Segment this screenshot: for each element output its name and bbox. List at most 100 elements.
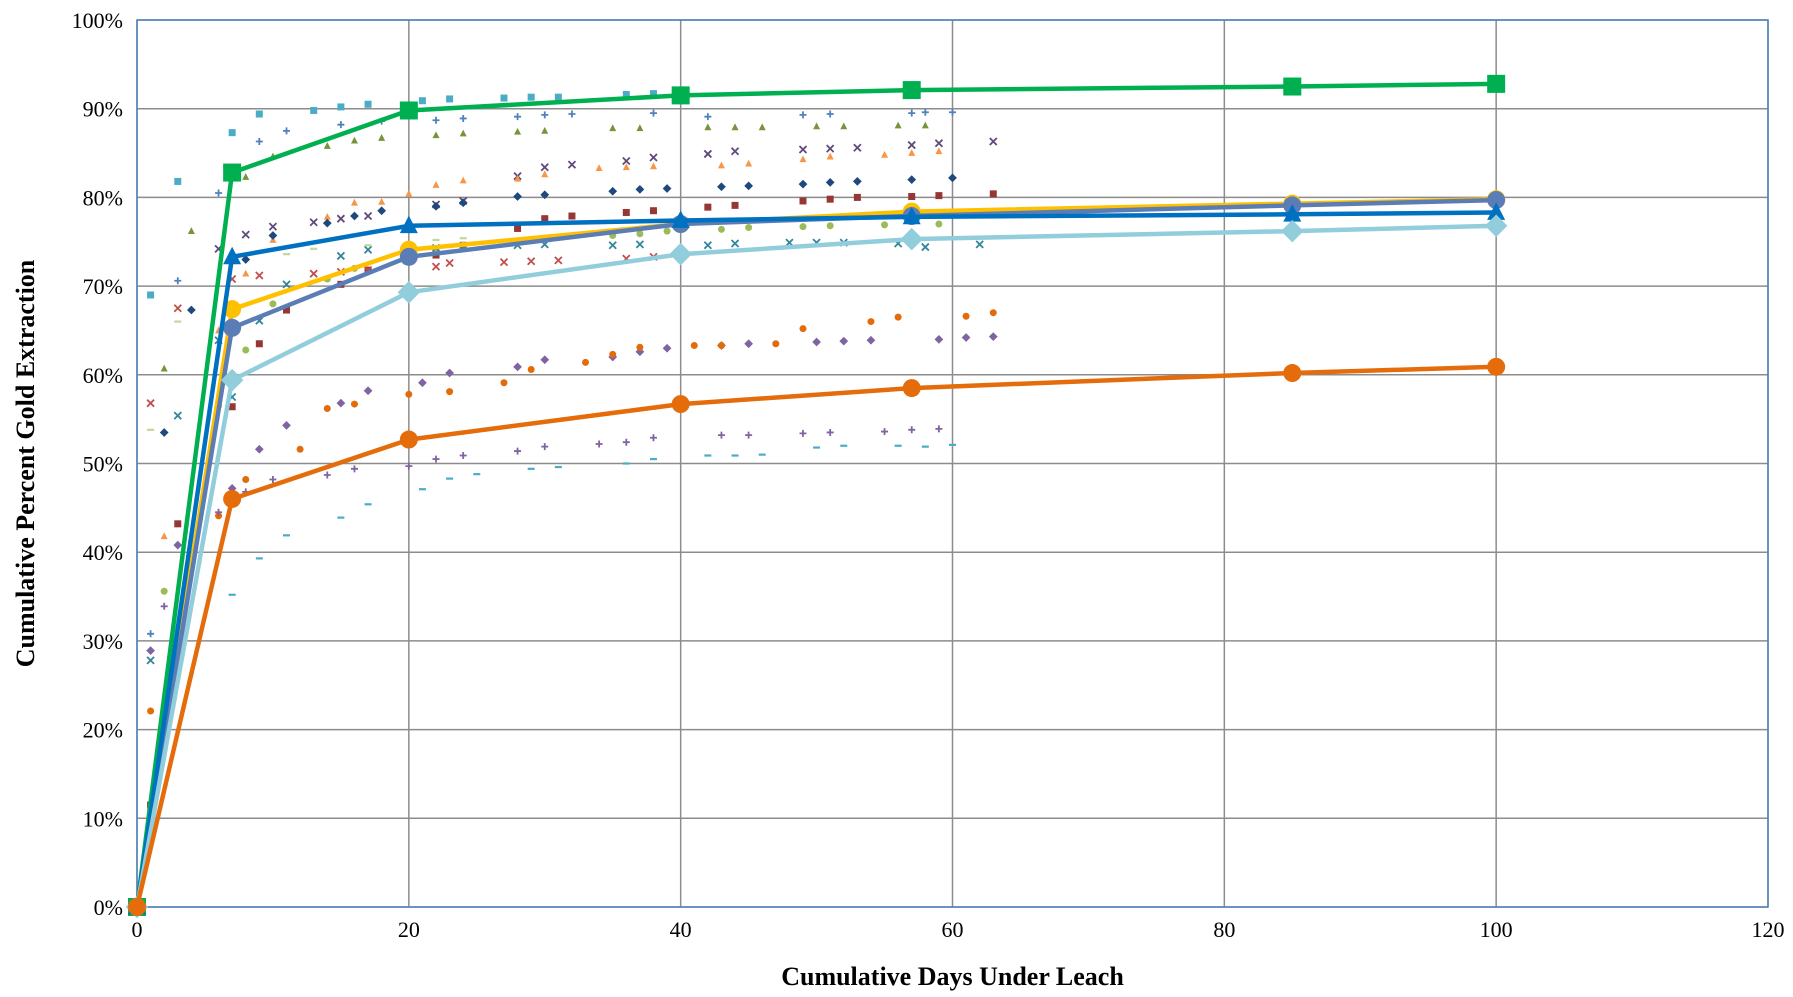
data-point [147, 707, 155, 715]
data-point [568, 110, 576, 118]
data-point [268, 231, 278, 240]
data-point [772, 340, 780, 348]
data-point [128, 898, 146, 916]
data-point [704, 123, 712, 131]
data-point [223, 318, 242, 337]
data-point [989, 309, 997, 317]
data-point [703, 149, 712, 159]
data-point [704, 203, 712, 211]
data-point [717, 431, 725, 439]
y-tick-label: 10% [83, 806, 123, 831]
data-point [527, 365, 535, 373]
data-point [582, 358, 590, 366]
data-point [703, 241, 712, 250]
scatter-series [147, 190, 997, 809]
data-point [513, 192, 522, 201]
data-point [405, 462, 413, 470]
data-point [514, 224, 522, 232]
series-line [134, 196, 1497, 908]
data-point [662, 343, 672, 353]
data-point [908, 426, 916, 434]
data-point [881, 428, 889, 436]
data-point [146, 399, 155, 408]
data-point [540, 163, 549, 172]
data-point [649, 90, 657, 98]
data-point [350, 136, 358, 144]
data-point [336, 398, 346, 408]
data-point [432, 455, 440, 463]
series-line [134, 223, 1497, 908]
data-point [146, 646, 155, 656]
data-point [900, 227, 923, 251]
data-point [595, 440, 603, 448]
data-point [242, 475, 250, 483]
data-point [220, 368, 244, 392]
data-point [908, 149, 916, 156]
x-axis-tick-labels: 0 20 40 60 80 100 120 [132, 917, 1785, 942]
data-point [540, 355, 550, 365]
data-point [988, 332, 998, 342]
y-tick-label: 100% [72, 8, 123, 33]
data-point [514, 113, 522, 121]
data-point [446, 95, 454, 103]
data-point [459, 176, 467, 184]
data-point [649, 207, 657, 215]
scatter-series [147, 237, 467, 431]
data-point [187, 227, 195, 234]
x-tick-label: 40 [670, 917, 692, 942]
data-point [296, 445, 304, 453]
data-point [499, 258, 509, 267]
data-point [514, 447, 522, 455]
data-point [160, 602, 168, 610]
data-point [921, 242, 930, 252]
data-point [745, 431, 753, 439]
data-point [282, 420, 291, 430]
x-axis-title: Cumulative Days Under Leach [781, 962, 1124, 991]
data-point [459, 452, 467, 460]
data-point [459, 129, 467, 137]
data-point [268, 222, 278, 231]
data-point [432, 131, 440, 139]
data-point [445, 258, 454, 268]
data-point [826, 152, 834, 160]
data-point [418, 378, 427, 388]
data-point [825, 177, 835, 187]
scatter-markers [146, 90, 998, 809]
data-point [323, 405, 331, 413]
y-tick-label: 30% [83, 629, 123, 654]
data-point [363, 245, 373, 254]
data-point [336, 214, 346, 223]
data-point [935, 192, 943, 200]
data-point [399, 247, 418, 266]
data-point [894, 313, 902, 321]
y-tick-label: 50% [83, 452, 123, 477]
data-point [541, 215, 549, 223]
data-point [1487, 357, 1506, 376]
data-point [1487, 74, 1506, 93]
data-point [554, 256, 563, 265]
data-point [350, 211, 359, 221]
data-point [242, 173, 250, 180]
data-point [1281, 219, 1304, 243]
line-series [125, 74, 1508, 919]
scatter-series [159, 173, 957, 437]
data-point [669, 242, 692, 266]
data-point [921, 121, 929, 129]
data-point [867, 318, 875, 326]
data-point [432, 116, 440, 124]
scatter-series [160, 425, 943, 610]
data-point [826, 222, 834, 230]
data-point [241, 255, 251, 264]
data-point [894, 121, 902, 129]
data-point [622, 91, 630, 99]
data-point [446, 388, 454, 396]
plot-area-border [136, 19, 1769, 908]
data-point [255, 110, 263, 118]
data-point [223, 246, 242, 265]
line-series-group [128, 191, 1506, 916]
data-point [514, 127, 522, 135]
data-point [799, 325, 807, 333]
data-point [744, 339, 753, 349]
scatter-series [228, 443, 956, 596]
